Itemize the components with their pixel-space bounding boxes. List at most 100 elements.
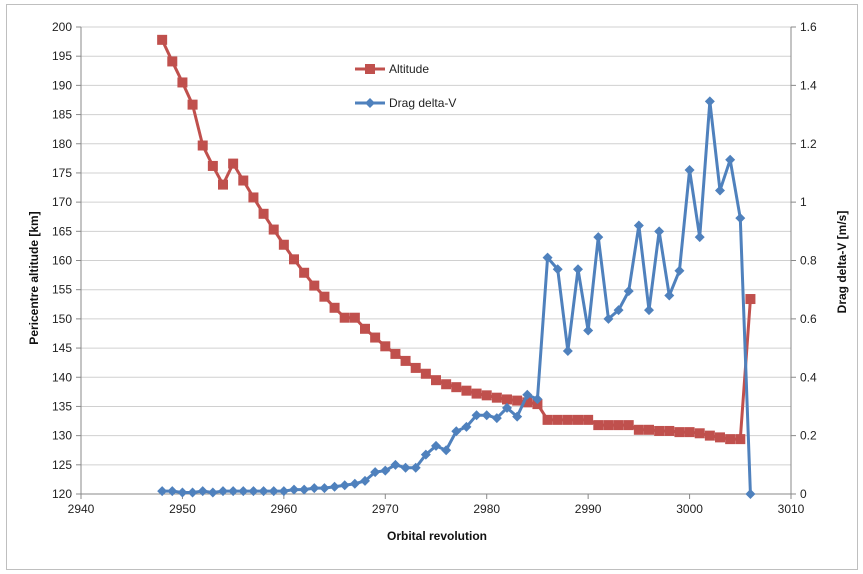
point-drag-delta-v-2978 <box>461 421 472 432</box>
point-altitude-2974 <box>420 368 431 379</box>
chart-frame <box>6 4 858 570</box>
y-left-tick-label: 130 <box>52 429 72 443</box>
point-altitude-2989 <box>573 414 583 425</box>
point-altitude-3000 <box>684 427 695 438</box>
point-drag-delta-v-2952 <box>197 486 208 497</box>
point-altitude-2999 <box>674 427 685 438</box>
point-altitude-2991 <box>593 420 604 431</box>
point-drag-delta-v-2949 <box>167 486 178 497</box>
y-left-tick-label: 175 <box>52 166 72 180</box>
y-left-tick-label: 165 <box>52 224 72 238</box>
y-left-tick-label: 160 <box>52 254 72 268</box>
point-altitude-2979 <box>471 388 482 399</box>
point-altitude-2950 <box>177 77 188 88</box>
point-altitude-2961 <box>289 254 299 265</box>
point-drag-delta-v-2986 <box>542 252 553 263</box>
y-left-tick-label: 185 <box>52 108 72 122</box>
point-altitude-2949 <box>167 56 178 67</box>
y-right-tick-label: 0.4 <box>800 370 817 384</box>
point-drag-delta-v-2981 <box>491 413 502 424</box>
y-left-tick-label: 140 <box>52 370 72 384</box>
y-left-tick-label: 195 <box>52 49 72 63</box>
point-altitude-2995 <box>633 424 644 435</box>
point-drag-delta-v-2961 <box>289 484 299 495</box>
x-tick-label: 3000 <box>676 502 703 516</box>
x-tick-label: 2990 <box>575 502 602 516</box>
point-altitude-2970 <box>380 341 391 352</box>
legend-entry-drag-delta-v: Drag delta-V <box>355 96 456 110</box>
point-drag-delta-v-2992 <box>603 313 614 324</box>
y-right-tick-label: 0.6 <box>800 312 817 326</box>
point-drag-delta-v-2950 <box>177 487 188 498</box>
point-altitude-2957 <box>248 192 259 203</box>
axes <box>76 26 796 499</box>
tick-labels: 120 125 130 135 140 145 150 155 160 165 170 175 180 1… <box>52 20 817 516</box>
point-altitude-2972 <box>400 355 411 366</box>
point-altitude-2997 <box>654 425 665 436</box>
y-right-tick-label: 1.4 <box>800 78 817 92</box>
point-drag-delta-v-2996 <box>644 305 654 316</box>
point-drag-delta-v-2995 <box>633 220 644 231</box>
point-altitude-2958 <box>258 208 269 219</box>
point-drag-delta-v-2991 <box>593 232 604 243</box>
y-axis-right-title: Drag delta-V [m/s] <box>835 211 849 314</box>
point-drag-delta-v-2988 <box>562 345 573 356</box>
y-right-tick-label: 0.8 <box>800 254 817 268</box>
point-drag-delta-v-2957 <box>248 486 259 497</box>
point-drag-delta-v-2951 <box>187 487 198 498</box>
point-drag-delta-v-2975 <box>431 440 441 451</box>
point-altitude-2990 <box>583 414 594 425</box>
x-tick-label: 2950 <box>169 502 196 516</box>
point-drag-delta-v-2969 <box>370 467 381 478</box>
point-altitude-2965 <box>329 302 340 313</box>
point-altitude-2976 <box>441 379 452 390</box>
point-altitude-3003 <box>715 432 725 443</box>
point-drag-delta-v-2976 <box>441 445 452 456</box>
point-altitude-3002 <box>704 430 715 441</box>
point-drag-delta-v-2965 <box>329 481 340 492</box>
point-altitude-2993 <box>613 420 624 431</box>
point-altitude-2962 <box>299 267 310 278</box>
y-right-tick-label: 0 <box>800 487 807 501</box>
point-drag-delta-v-2994 <box>623 286 634 297</box>
y-left-tick-label: 135 <box>52 399 72 413</box>
point-drag-delta-v-2989 <box>573 264 583 275</box>
x-tick-label: 2940 <box>68 502 95 516</box>
point-drag-delta-v-2970 <box>380 465 391 476</box>
x-tick-label: 2960 <box>271 502 298 516</box>
point-drag-delta-v-2960 <box>278 486 289 497</box>
point-drag-delta-v-2972 <box>400 462 411 473</box>
point-drag-delta-v-2997 <box>654 226 665 237</box>
point-drag-delta-v-2971 <box>390 459 401 470</box>
y-left-tick-label: 170 <box>52 195 72 209</box>
point-altitude-2994 <box>623 420 634 431</box>
y-left-tick-label: 125 <box>52 458 72 472</box>
y-left-tick-label: 190 <box>52 78 72 92</box>
point-drag-delta-v-3005 <box>735 213 746 224</box>
point-altitude-2987 <box>552 414 563 425</box>
point-drag-delta-v-3003 <box>715 185 725 196</box>
point-altitude-2963 <box>309 280 320 291</box>
point-altitude-2973 <box>410 362 421 373</box>
point-altitude-2954 <box>218 179 228 190</box>
point-altitude-2948 <box>157 34 168 45</box>
y-left-tick-label: 145 <box>52 341 72 355</box>
point-drag-delta-v-2973 <box>410 462 421 473</box>
y-left-tick-label: 155 <box>52 283 72 297</box>
point-drag-delta-v-2948 <box>157 486 168 497</box>
point-drag-delta-v-3000 <box>684 165 695 176</box>
point-altitude-2984 <box>522 397 533 408</box>
y-left-tick-label: 200 <box>52 20 72 34</box>
point-altitude-2967 <box>349 312 360 323</box>
y-right-tick-label: 0.2 <box>800 429 817 443</box>
point-drag-delta-v-2993 <box>613 305 624 316</box>
point-altitude-3006 <box>745 294 756 305</box>
point-drag-delta-v-3001 <box>694 232 705 243</box>
point-drag-delta-v-2958 <box>258 486 269 497</box>
point-drag-delta-v-2990 <box>583 325 594 336</box>
point-drag-delta-v-2953 <box>207 487 218 498</box>
x-tick-label: 2980 <box>473 502 500 516</box>
point-drag-delta-v-2964 <box>319 483 330 494</box>
point-altitude-2977 <box>451 382 462 393</box>
